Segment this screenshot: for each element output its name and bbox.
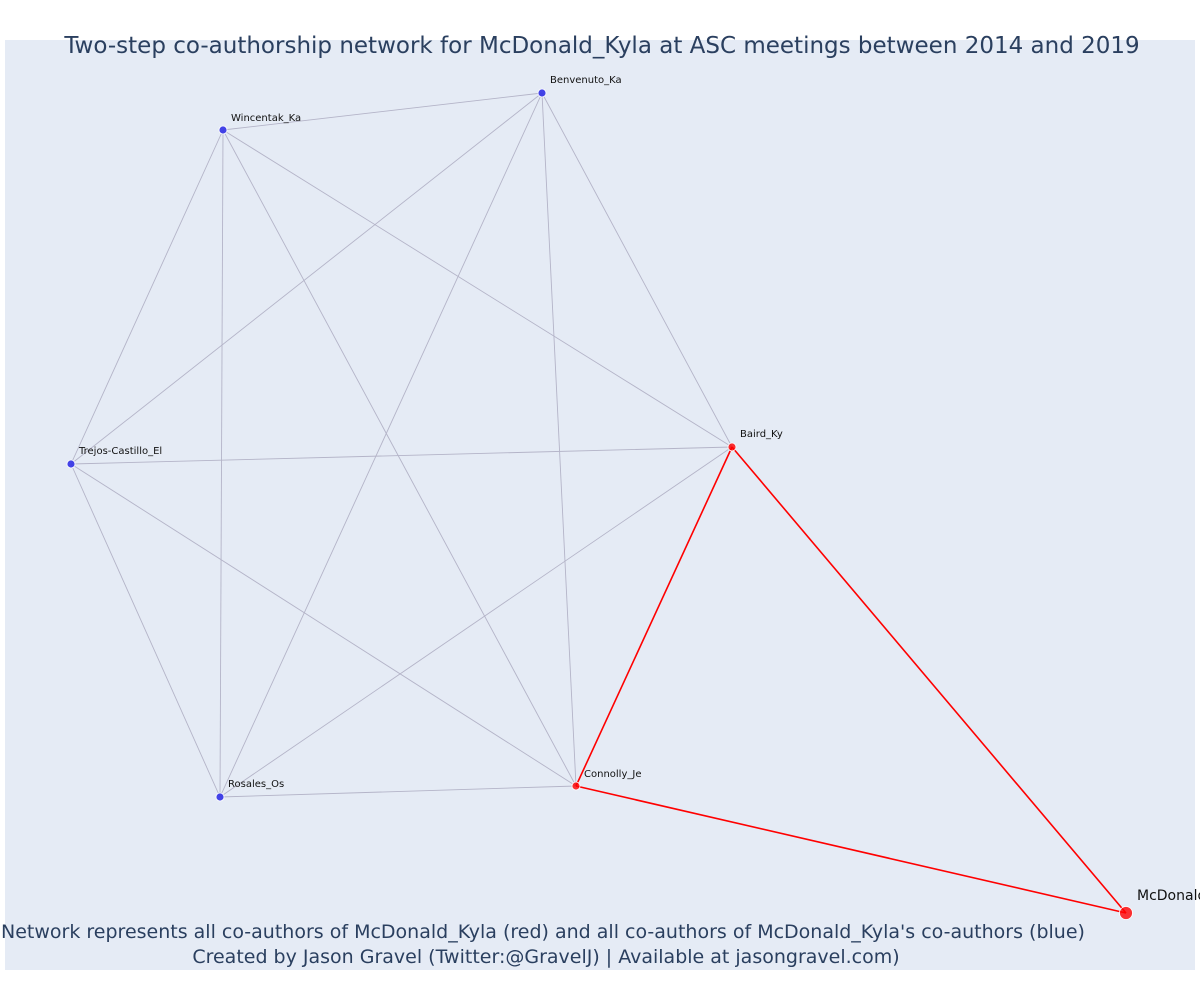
node-wincentak[interactable] bbox=[218, 125, 228, 135]
edge-benvenuto-connolly bbox=[541, 92, 577, 787]
node-connolly[interactable] bbox=[571, 781, 581, 791]
caption-line-1: Network represents all co-authors of McD… bbox=[1, 921, 1085, 943]
nodes-layer bbox=[66, 88, 1133, 920]
edge-wincentak-baird bbox=[222, 129, 733, 448]
edge-trejos-rosales bbox=[70, 463, 221, 798]
edges-layer bbox=[70, 92, 1127, 914]
edge-trejos-baird bbox=[70, 446, 733, 465]
edge-baird-mcdonald bbox=[731, 446, 1127, 914]
node-rosales[interactable] bbox=[215, 792, 225, 802]
edge-rosales-connolly bbox=[219, 785, 577, 798]
node-label-benvenuto: Benvenuto_Ka bbox=[550, 75, 622, 86]
node-label-mcdonald: McDonald_Kyla bbox=[1137, 888, 1200, 904]
node-label-connolly: Connolly_Je bbox=[584, 769, 641, 780]
node-labels-layer: Benvenuto_Ka Wincentak_Ka Trejos-Castillo_… bbox=[78, 75, 1200, 904]
node-benvenuto[interactable] bbox=[537, 88, 547, 98]
node-trejos[interactable] bbox=[66, 459, 76, 469]
caption-line-2: Created by Jason Gravel (Twitter:@Gravel… bbox=[192, 946, 899, 968]
edge-benvenuto-baird bbox=[541, 92, 733, 448]
edge-trejos-connolly bbox=[70, 463, 577, 787]
edge-rosales-baird bbox=[219, 446, 733, 798]
node-mcdonald[interactable] bbox=[1119, 906, 1133, 920]
edge-benvenuto-rosales bbox=[219, 92, 543, 798]
edge-benvenuto-trejos bbox=[70, 92, 543, 465]
edge-wincentak-benvenuto bbox=[222, 92, 543, 131]
node-label-trejos: Trejos-Castillo_El bbox=[78, 446, 162, 457]
node-label-wincentak: Wincentak_Ka bbox=[231, 113, 301, 124]
chart-title: Two-step co-authorship network for McDon… bbox=[63, 33, 1139, 59]
edge-wincentak-connolly bbox=[222, 129, 577, 787]
node-label-baird: Baird_Ky bbox=[740, 429, 783, 440]
edge-connolly-mcdonald bbox=[575, 785, 1127, 914]
plot-background bbox=[5, 40, 1195, 970]
node-label-rosales: Rosales_Os bbox=[228, 779, 284, 790]
edge-baird-connolly bbox=[575, 446, 733, 787]
edge-wincentak-rosales bbox=[219, 129, 224, 798]
node-baird[interactable] bbox=[727, 442, 737, 452]
edge-wincentak-trejos bbox=[70, 129, 224, 465]
